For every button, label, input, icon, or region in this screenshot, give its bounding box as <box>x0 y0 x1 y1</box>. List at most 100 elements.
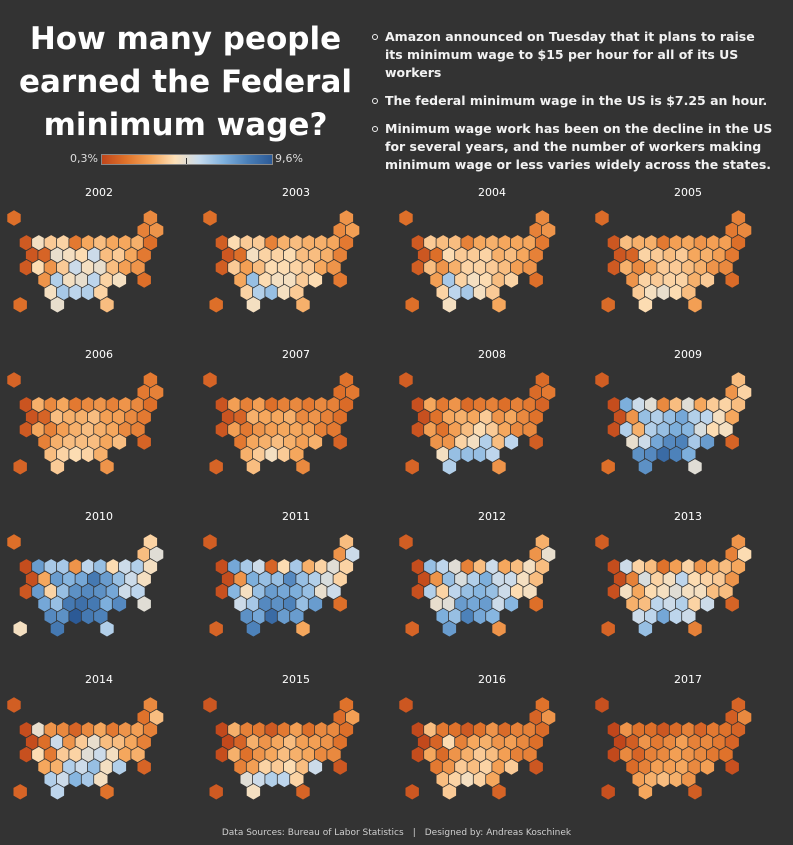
state-hex-fl[interactable] <box>295 458 311 476</box>
state-hex-ak[interactable] <box>398 696 414 714</box>
state-hex-sc[interactable] <box>699 271 715 289</box>
year-label: 2004 <box>478 186 506 199</box>
state-hex-sc[interactable] <box>503 271 519 289</box>
year-label: 2011 <box>282 510 310 523</box>
state-hex-dc[interactable] <box>724 758 740 776</box>
state-hex-ak[interactable] <box>202 209 218 227</box>
state-hex-dc[interactable] <box>332 271 348 289</box>
state-hex-fl[interactable] <box>491 783 507 801</box>
state-hex-dc[interactable] <box>136 758 152 776</box>
state-hex-sc[interactable] <box>699 433 715 451</box>
state-hex-tx[interactable] <box>637 783 653 801</box>
state-hex-sc[interactable] <box>503 758 519 776</box>
state-hex-tx[interactable] <box>245 296 261 314</box>
state-hex-sc[interactable] <box>307 271 323 289</box>
state-hex-sc[interactable] <box>503 595 519 613</box>
state-hex-dc[interactable] <box>136 433 152 451</box>
state-hex-dc[interactable] <box>724 595 740 613</box>
state-hex-hi[interactable] <box>600 783 616 801</box>
state-hex-hi[interactable] <box>12 783 28 801</box>
state-hex-hi[interactable] <box>12 620 28 638</box>
state-hex-dc[interactable] <box>724 271 740 289</box>
state-hex-dc[interactable] <box>332 433 348 451</box>
state-hex-hi[interactable] <box>404 458 420 476</box>
state-hex-tx[interactable] <box>441 458 457 476</box>
state-hex-tx[interactable] <box>441 620 457 638</box>
state-hex-hi[interactable] <box>600 296 616 314</box>
state-hex-sc[interactable] <box>307 433 323 451</box>
hexmap-2017: 2017 <box>594 673 753 801</box>
state-hex-tx[interactable] <box>49 296 65 314</box>
state-hex-hi[interactable] <box>600 458 616 476</box>
state-hex-tx[interactable] <box>49 458 65 476</box>
state-hex-fl[interactable] <box>295 620 311 638</box>
state-hex-tx[interactable] <box>637 458 653 476</box>
state-hex-hi[interactable] <box>208 783 224 801</box>
state-hex-dc[interactable] <box>136 271 152 289</box>
state-hex-hi[interactable] <box>404 620 420 638</box>
state-hex-fl[interactable] <box>687 620 703 638</box>
state-hex-fl[interactable] <box>99 296 115 314</box>
state-hex-sc[interactable] <box>111 595 127 613</box>
state-hex-hi[interactable] <box>12 296 28 314</box>
state-hex-ak[interactable] <box>594 209 610 227</box>
state-hex-dc[interactable] <box>332 595 348 613</box>
state-hex-ak[interactable] <box>398 533 414 551</box>
state-hex-fl[interactable] <box>687 458 703 476</box>
state-hex-ak[interactable] <box>6 533 22 551</box>
state-hex-ak[interactable] <box>594 533 610 551</box>
state-hex-ak[interactable] <box>6 371 22 389</box>
state-hex-sc[interactable] <box>111 433 127 451</box>
state-hex-hi[interactable] <box>208 620 224 638</box>
state-hex-dc[interactable] <box>528 271 544 289</box>
state-hex-fl[interactable] <box>99 458 115 476</box>
state-hex-sc[interactable] <box>307 758 323 776</box>
state-hex-sc[interactable] <box>699 758 715 776</box>
state-hex-fl[interactable] <box>491 296 507 314</box>
state-hex-sc[interactable] <box>111 271 127 289</box>
state-hex-tx[interactable] <box>49 620 65 638</box>
state-hex-ak[interactable] <box>594 696 610 714</box>
state-hex-dc[interactable] <box>528 595 544 613</box>
state-hex-sc[interactable] <box>699 595 715 613</box>
state-hex-ak[interactable] <box>202 371 218 389</box>
state-hex-hi[interactable] <box>208 458 224 476</box>
footer-separator: | <box>412 828 416 838</box>
state-hex-ak[interactable] <box>594 371 610 389</box>
state-hex-tx[interactable] <box>49 783 65 801</box>
state-hex-fl[interactable] <box>99 783 115 801</box>
state-hex-hi[interactable] <box>208 296 224 314</box>
state-hex-dc[interactable] <box>528 433 544 451</box>
state-hex-sc[interactable] <box>503 433 519 451</box>
state-hex-dc[interactable] <box>528 758 544 776</box>
state-hex-hi[interactable] <box>600 620 616 638</box>
state-hex-tx[interactable] <box>637 620 653 638</box>
state-hex-tx[interactable] <box>245 458 261 476</box>
state-hex-fl[interactable] <box>491 620 507 638</box>
state-hex-tx[interactable] <box>245 783 261 801</box>
state-hex-ak[interactable] <box>202 533 218 551</box>
state-hex-ak[interactable] <box>398 209 414 227</box>
state-hex-fl[interactable] <box>99 620 115 638</box>
state-hex-tx[interactable] <box>637 296 653 314</box>
state-hex-ak[interactable] <box>6 209 22 227</box>
state-hex-hi[interactable] <box>404 296 420 314</box>
state-hex-fl[interactable] <box>687 296 703 314</box>
state-hex-ak[interactable] <box>6 696 22 714</box>
state-hex-hi[interactable] <box>12 458 28 476</box>
state-hex-dc[interactable] <box>332 758 348 776</box>
state-hex-hi[interactable] <box>404 783 420 801</box>
state-hex-tx[interactable] <box>441 296 457 314</box>
state-hex-ak[interactable] <box>202 696 218 714</box>
state-hex-tx[interactable] <box>441 783 457 801</box>
state-hex-ak[interactable] <box>398 371 414 389</box>
state-hex-fl[interactable] <box>687 783 703 801</box>
state-hex-tx[interactable] <box>245 620 261 638</box>
state-hex-dc[interactable] <box>724 433 740 451</box>
state-hex-sc[interactable] <box>307 595 323 613</box>
state-hex-fl[interactable] <box>295 296 311 314</box>
state-hex-fl[interactable] <box>491 458 507 476</box>
state-hex-fl[interactable] <box>295 783 311 801</box>
state-hex-sc[interactable] <box>111 758 127 776</box>
state-hex-dc[interactable] <box>136 595 152 613</box>
